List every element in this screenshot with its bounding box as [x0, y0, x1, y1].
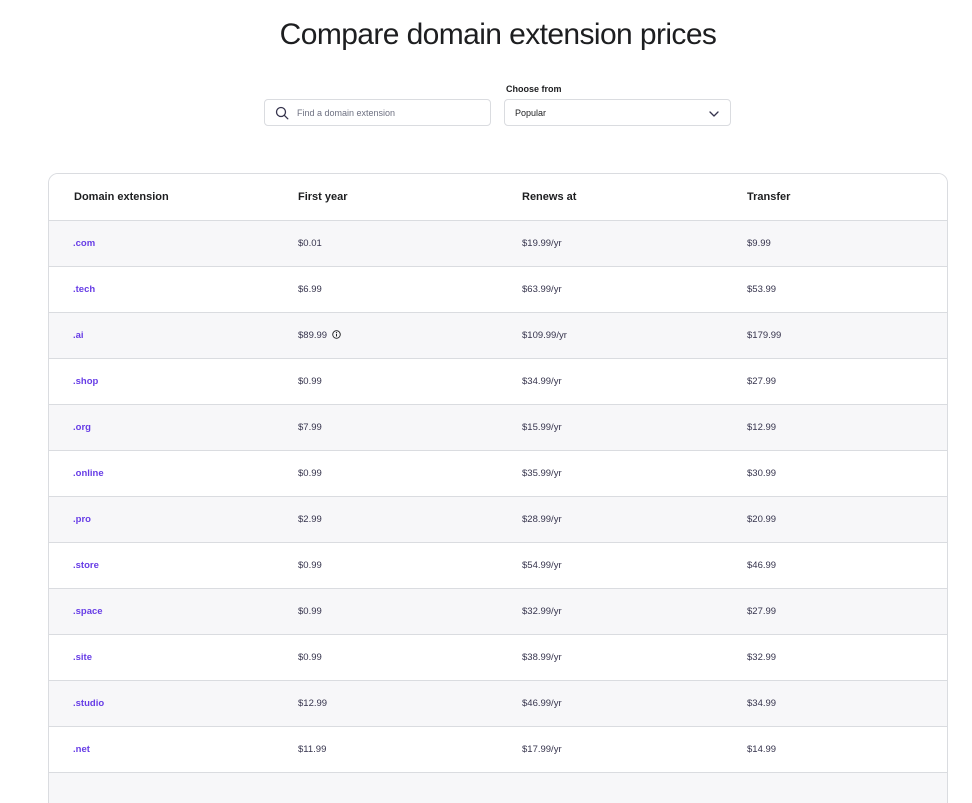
first-year-value: $0.99	[298, 606, 322, 617]
domain-extension-link[interactable]: .net	[73, 744, 90, 755]
domain-extension-link[interactable]: .online	[73, 468, 104, 479]
first-year-price: $0.99	[298, 560, 322, 571]
domain-extension-link[interactable]: .com	[73, 238, 96, 249]
first-year-price: $11.99	[298, 744, 326, 755]
table-row: .net $11.99 $17.99/yr $14.99	[49, 727, 947, 773]
extension-category-select[interactable]: Popular	[504, 99, 731, 126]
info-icon[interactable]	[332, 330, 341, 339]
first-year-value: $0.99	[298, 376, 322, 387]
transfer-price: $27.99	[747, 376, 777, 387]
domain-extension-link[interactable]: .space	[73, 606, 103, 617]
table-header: Domain extension First year Renews at Tr…	[49, 174, 947, 221]
table-row: .org $7.99 $15.99/yr $12.99	[49, 405, 947, 451]
table-row	[49, 773, 947, 803]
header-domain-extension: Domain extension	[74, 191, 169, 203]
transfer-price: $32.99	[747, 652, 777, 663]
first-year-value: $0.99	[298, 560, 322, 571]
table-row: .store $0.99 $54.99/yr $46.99	[49, 543, 947, 589]
first-year-value: $7.99	[298, 422, 322, 433]
table-row: .space $0.99 $32.99/yr $27.99	[49, 589, 947, 635]
table-row: .pro $2.99 $28.99/yr $20.99	[49, 497, 947, 543]
renewal-price: $63.99/yr	[522, 284, 562, 295]
search-icon	[275, 106, 289, 120]
first-year-price: $0.99	[298, 376, 322, 387]
first-year-price: $6.99	[298, 284, 322, 295]
domain-extension-link[interactable]: .shop	[73, 376, 99, 387]
table-row: .com $0.01 $19.99/yr $9.99	[49, 221, 947, 267]
header-first-year: First year	[298, 191, 348, 203]
table-row: .ai $89.99 $109.99/yr $179.99	[49, 313, 947, 359]
table-row: .online $0.99 $35.99/yr $30.99	[49, 451, 947, 497]
renewal-price: $54.99/yr	[522, 560, 562, 571]
first-year-price: $89.99	[298, 330, 341, 341]
transfer-price: $34.99	[747, 698, 777, 709]
renewal-price: $28.99/yr	[522, 514, 562, 525]
transfer-price: $30.99	[747, 468, 777, 479]
transfer-price: $46.99	[747, 560, 777, 571]
domain-extension-link[interactable]: .tech	[73, 284, 96, 295]
transfer-price: $27.99	[747, 606, 777, 617]
domain-extension-link[interactable]: .ai	[73, 330, 84, 341]
table-row: .shop $0.99 $34.99/yr $27.99	[49, 359, 947, 405]
first-year-value: $12.99	[298, 698, 328, 709]
renewal-price: $32.99/yr	[522, 606, 562, 617]
first-year-value: $0.99	[298, 468, 322, 479]
renewal-price: $35.99/yr	[522, 468, 562, 479]
transfer-price: $14.99	[747, 744, 777, 755]
first-year-price: $12.99	[298, 698, 327, 709]
renewal-price: $15.99/yr	[522, 422, 562, 433]
first-year-value: $6.99	[298, 284, 322, 295]
table-row: .tech $6.99 $63.99/yr $53.99	[49, 267, 947, 313]
first-year-price: $2.99	[298, 514, 322, 525]
first-year-value: $0.01	[298, 238, 322, 249]
renewal-price: $109.99/yr	[522, 330, 567, 341]
choose-from-label: Choose from	[506, 84, 562, 94]
transfer-price: $9.99	[747, 238, 771, 249]
renewal-price: $17.99/yr	[522, 744, 562, 755]
table-row: .site $0.99 $38.99/yr $32.99	[49, 635, 947, 681]
table-body: .com $0.01 $19.99/yr $9.99 .tech $6.99 $63.99/…	[49, 221, 947, 803]
domain-extension-link[interactable]: .store	[73, 560, 99, 571]
domain-extension-link[interactable]: .studio	[73, 698, 105, 709]
first-year-price: $0.99	[298, 606, 322, 617]
first-year-value: $89.99	[298, 330, 328, 341]
renewal-price: $19.99/yr	[522, 238, 562, 249]
domain-price-table: Domain extension First year Renews at Tr…	[48, 173, 948, 803]
page-title: Compare domain extension prices	[279, 18, 717, 51]
first-year-value: $2.99	[298, 514, 322, 525]
first-year-value: $0.99	[298, 652, 322, 663]
header-renews-at: Renews at	[522, 191, 577, 203]
first-year-value: $11.99	[298, 744, 327, 755]
transfer-price: $53.99	[747, 284, 777, 295]
domain-extension-link[interactable]: .org	[73, 422, 91, 433]
table-row: .studio $12.99 $46.99/yr $34.99	[49, 681, 947, 727]
domain-extension-link[interactable]: .pro	[73, 514, 91, 525]
header-transfer: Transfer	[747, 191, 791, 203]
search-box[interactable]	[264, 99, 491, 126]
transfer-price: $12.99	[747, 422, 777, 433]
transfer-price: $20.99	[747, 514, 777, 525]
chevron-down-icon	[708, 107, 720, 119]
first-year-price: $0.01	[298, 238, 322, 249]
renewal-price: $38.99/yr	[522, 652, 562, 663]
select-value: Popular	[515, 107, 547, 118]
renewal-price: $46.99/yr	[522, 698, 562, 709]
search-input[interactable]	[297, 107, 477, 118]
domain-extension-link[interactable]: .site	[73, 652, 93, 663]
first-year-price: $7.99	[298, 422, 322, 433]
transfer-price: $179.99	[747, 330, 782, 341]
renewal-price: $34.99/yr	[522, 376, 562, 387]
first-year-price: $0.99	[298, 652, 322, 663]
first-year-price: $0.99	[298, 468, 322, 479]
